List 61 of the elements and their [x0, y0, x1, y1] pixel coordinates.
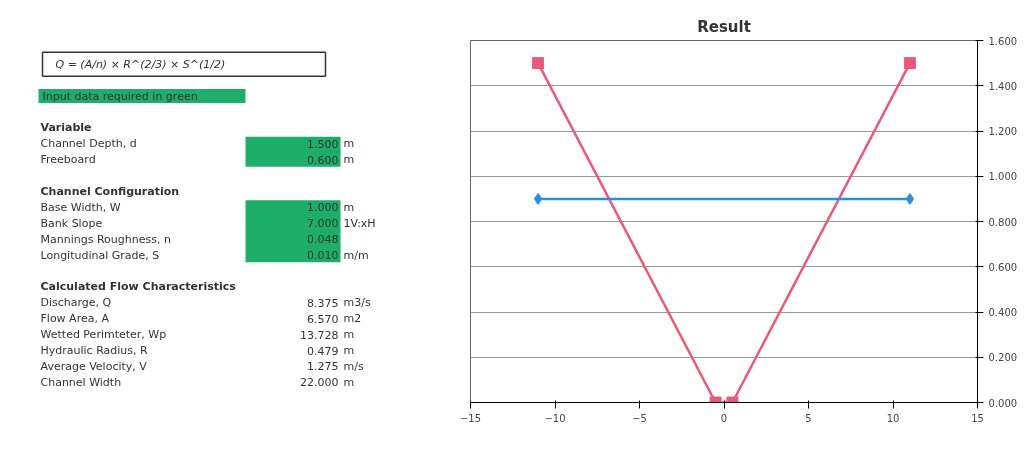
text: m3/s: [343, 296, 371, 310]
text: Input data required in green: [42, 89, 198, 103]
text: 0.600: [307, 153, 339, 167]
text: Q = (A/n) × R^(2/3) × S^(1/2): [55, 57, 226, 71]
point: [905, 192, 915, 205]
text: 1.000: [307, 201, 339, 215]
text: Freeboard: [40, 153, 96, 167]
x-tick-label: 5: [805, 412, 812, 424]
text: Variable: [40, 121, 92, 135]
point: [532, 57, 545, 70]
text: 6.570: [307, 312, 339, 326]
y-tick-label: 1.000: [988, 171, 1018, 183]
text: Flow Area, A: [40, 312, 110, 326]
text: Wetted Perimteter, Wp: [40, 328, 167, 342]
text: m: [343, 344, 355, 358]
text: 1.500: [307, 137, 339, 151]
text: m/m: [343, 248, 369, 262]
x-tick-label: 15: [971, 412, 984, 424]
text: 1.275: [307, 360, 339, 374]
text: m: [343, 137, 355, 151]
text: Average Velocity, V: [40, 359, 148, 373]
y-tick-label: 0.200: [988, 352, 1018, 364]
x-tick-label: −5: [632, 412, 647, 424]
y-tick-label: 1.200: [988, 126, 1018, 137]
y-tick-label: 0.600: [988, 261, 1018, 273]
text: Discharge, Q: [40, 296, 112, 310]
text: Channel Configuration: [40, 184, 180, 198]
x-tick-label: −10: [544, 412, 566, 424]
text: 7.000: [307, 217, 339, 231]
text: 1V:xH: [343, 216, 376, 230]
x-tick-label: −15: [459, 412, 482, 424]
x-tick-label: 0: [720, 412, 728, 424]
text: 22.000: [300, 376, 339, 390]
x-tick-label: 10: [886, 412, 900, 424]
text: 0.479: [307, 344, 339, 358]
text: Channel Depth, d: [40, 137, 137, 151]
text: 13.728: [300, 328, 339, 342]
chart-title: Result: [697, 17, 751, 36]
text: m/s: [343, 359, 364, 373]
y-tick-label: 1.400: [988, 80, 1018, 92]
text: Bank Slope: [40, 216, 103, 230]
text: m: [343, 328, 355, 342]
text: 0.010: [307, 249, 339, 263]
text: Longitudinal Grade, S: [40, 248, 160, 262]
text: Calculated Flow Characteristics: [40, 280, 237, 294]
y-tick-label: 0.800: [988, 216, 1018, 228]
text: m2: [343, 312, 362, 326]
text: 8.375: [307, 296, 339, 310]
y-tick-label: 0.000: [988, 397, 1018, 409]
text: Base Width, W: [40, 200, 121, 214]
text: Channel Width: [40, 375, 122, 389]
y-tick-label: 1.600: [988, 35, 1018, 47]
text: m: [343, 375, 355, 389]
point: [533, 192, 543, 205]
text: Hydraulic Radius, R: [40, 344, 149, 358]
text: 0.048: [307, 233, 339, 247]
text: m: [343, 200, 355, 214]
text: m: [343, 153, 355, 167]
text: Mannings Roughness, n: [40, 232, 171, 246]
y-tick-label: 0.400: [988, 307, 1018, 318]
point: [903, 57, 916, 70]
